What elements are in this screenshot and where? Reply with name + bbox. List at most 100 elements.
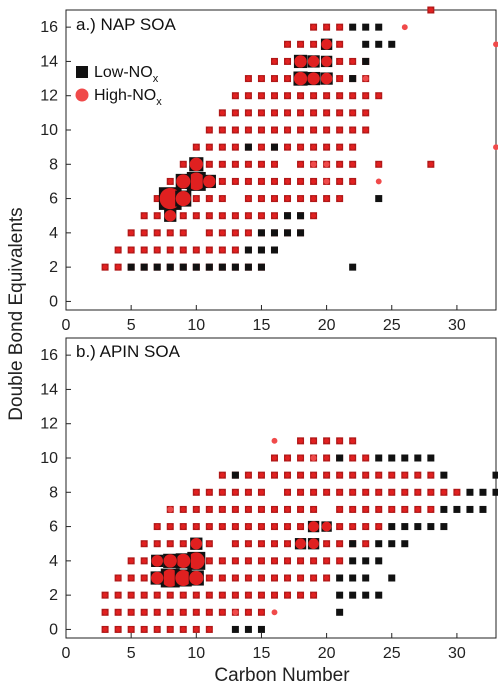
- cluster-high-nox-marker: [151, 555, 163, 567]
- overlap-marker-core: [233, 162, 238, 167]
- overlap-marker-core: [207, 490, 212, 495]
- overlap-marker-core: [194, 490, 199, 495]
- low-nox-marker: [284, 229, 291, 236]
- overlap-marker-core: [337, 196, 342, 201]
- overlap-marker-core: [168, 541, 173, 546]
- overlap-marker-core: [207, 196, 212, 201]
- overlap-marker-core: [246, 507, 251, 512]
- overlap-marker-core: [428, 473, 433, 478]
- overlap-marker-core: [259, 127, 264, 132]
- overlap-marker-core: [181, 247, 186, 252]
- overlap-marker-core: [116, 575, 121, 580]
- overlap-marker-core: [259, 93, 264, 98]
- overlap-marker-core: [350, 179, 355, 184]
- overlap-marker-core: [298, 558, 303, 563]
- overlap-marker-core: [168, 179, 173, 184]
- overlap-marker-core: [324, 196, 329, 201]
- overlap-marker-core: [324, 93, 329, 98]
- low-nox-marker: [466, 489, 473, 496]
- cluster-high-nox-marker: [295, 538, 306, 549]
- y-tick-label: 6: [49, 519, 58, 536]
- y-tick-label: 4: [49, 553, 58, 570]
- overlap-marker-core: [363, 93, 368, 98]
- overlap-marker-core: [402, 490, 407, 495]
- overlap-marker-core: [233, 110, 238, 115]
- overlap-marker-core: [428, 7, 433, 12]
- low-nox-marker: [141, 264, 148, 271]
- overlap-marker-core: [363, 473, 368, 478]
- overlap-marker-core: [350, 145, 355, 150]
- cluster-high-nox-marker: [322, 522, 332, 532]
- overlap-marker-core: [259, 473, 264, 478]
- low-nox-marker: [245, 626, 252, 633]
- low-nox-marker: [388, 575, 395, 582]
- high-nox-marker: [232, 609, 238, 615]
- overlap-marker-core: [233, 213, 238, 218]
- overlap-marker-core: [428, 507, 433, 512]
- overlap-marker-core: [168, 247, 173, 252]
- overlap-marker-core: [194, 610, 199, 615]
- overlap-marker-core: [285, 59, 290, 64]
- overlap-marker-core: [220, 162, 225, 167]
- legend-high-nox-marker: [76, 89, 89, 102]
- overlap-marker-core: [233, 490, 238, 495]
- overlap-marker-core: [142, 247, 147, 252]
- overlap-marker-core: [259, 213, 264, 218]
- cluster-high-nox-marker: [308, 538, 319, 549]
- overlap-marker-core: [207, 575, 212, 580]
- overlap-marker-core: [220, 524, 225, 529]
- x-tick-label: 25: [383, 645, 401, 662]
- cluster-high-nox-marker: [176, 191, 191, 206]
- y-axis-title: Double Bond Equivalents: [6, 207, 27, 420]
- overlap-marker-core: [233, 247, 238, 252]
- overlap-marker-core: [272, 524, 277, 529]
- overlap-marker-core: [220, 558, 225, 563]
- low-nox-marker: [271, 229, 278, 236]
- overlap-marker-core: [207, 610, 212, 615]
- low-nox-marker: [427, 455, 434, 462]
- high-nox-marker: [324, 161, 330, 167]
- overlap-marker-core: [324, 490, 329, 495]
- overlap-marker-core: [272, 558, 277, 563]
- overlap-marker-core: [155, 213, 160, 218]
- panel-b: 0 5 10 15 20 25 30 0246810121416 b.) APIN SOA: [40, 338, 498, 662]
- overlap-marker-core: [324, 558, 329, 563]
- low-nox-marker: [193, 264, 200, 271]
- overlap-marker-core: [363, 541, 368, 546]
- overlap-marker-core: [272, 593, 277, 598]
- cluster-high-nox-marker: [203, 175, 215, 187]
- overlap-marker-core: [285, 455, 290, 460]
- overlap-marker-core: [272, 179, 277, 184]
- low-nox-marker: [271, 247, 278, 254]
- overlap-marker-core: [129, 575, 134, 580]
- overlap-marker-core: [246, 593, 251, 598]
- low-nox-marker: [297, 229, 304, 236]
- low-nox-marker: [349, 557, 356, 564]
- cluster-high-nox-marker: [176, 174, 190, 188]
- cluster-high-nox-marker: [321, 39, 332, 50]
- overlap-marker-core: [168, 610, 173, 615]
- overlap-marker-core: [363, 127, 368, 132]
- overlap-marker-core: [259, 593, 264, 598]
- low-nox-marker: [349, 592, 356, 599]
- overlap-marker-core: [272, 541, 277, 546]
- overlap-marker-core: [246, 541, 251, 546]
- cluster-high-nox-marker: [191, 538, 203, 550]
- overlap-marker-core: [337, 59, 342, 64]
- overlap-marker-core: [259, 179, 264, 184]
- legend-high-nox-subscript: x: [156, 96, 162, 108]
- overlap-marker-core: [259, 162, 264, 167]
- low-nox-marker: [388, 523, 395, 530]
- overlap-marker-core: [350, 59, 355, 64]
- x-tick-label: 30: [448, 645, 466, 662]
- low-nox-marker: [466, 506, 473, 513]
- low-nox-marker: [154, 264, 161, 271]
- overlap-marker-core: [207, 230, 212, 235]
- overlap-marker-core: [259, 196, 264, 201]
- overlap-marker-core: [194, 213, 199, 218]
- overlap-marker-core: [298, 438, 303, 443]
- overlap-marker-core: [233, 524, 238, 529]
- overlap-marker-core: [246, 490, 251, 495]
- overlap-marker-core: [363, 524, 368, 529]
- low-nox-marker: [336, 455, 343, 462]
